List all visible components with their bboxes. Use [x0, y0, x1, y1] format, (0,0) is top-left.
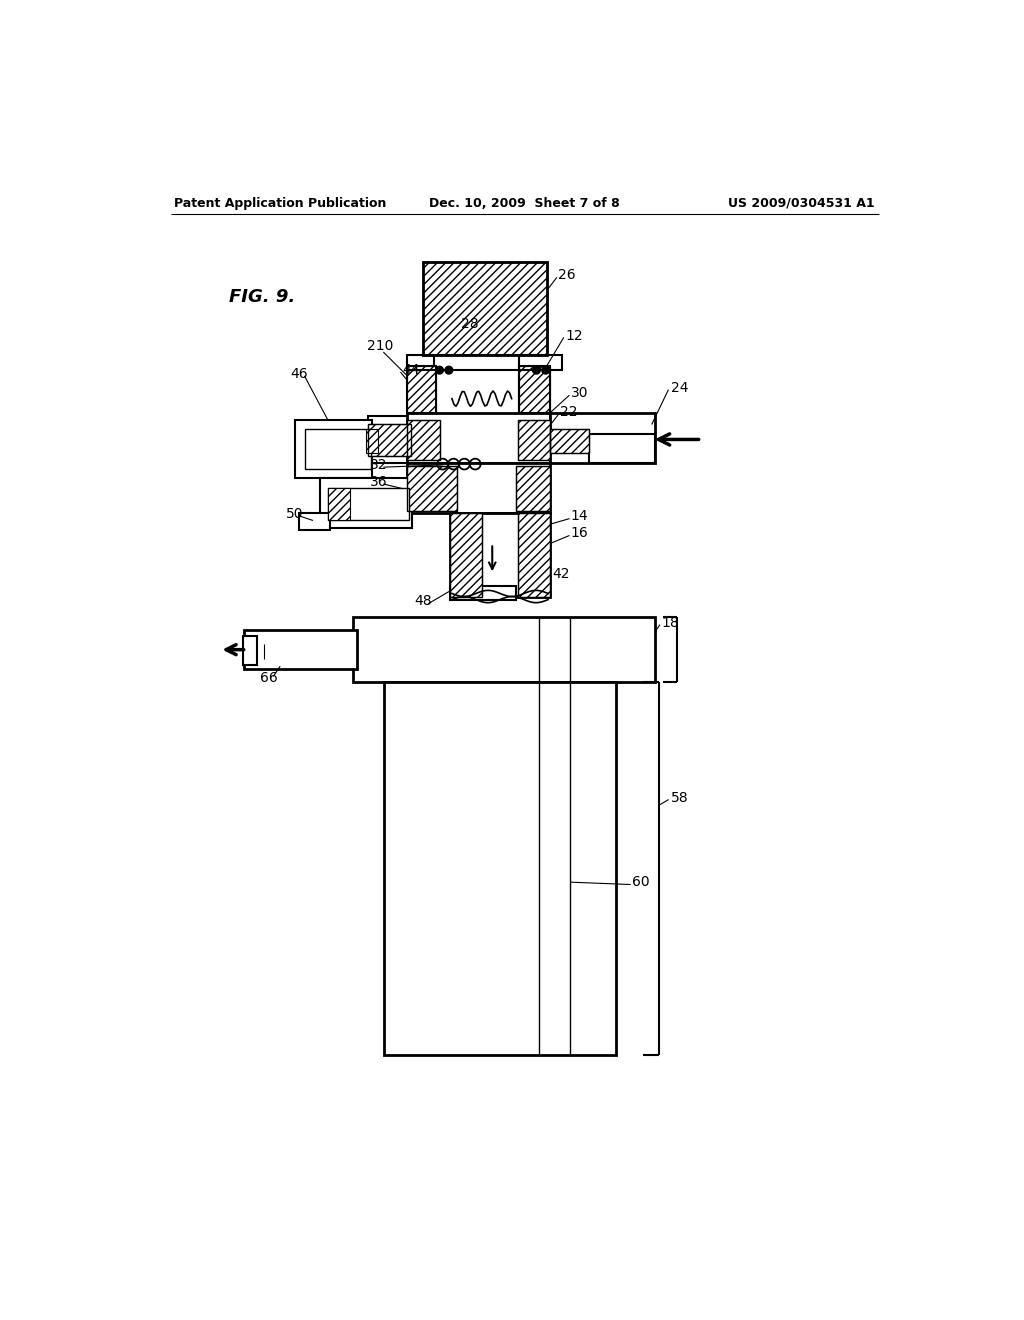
- Text: 22: 22: [560, 405, 578, 420]
- Bar: [450, 512, 550, 598]
- Bar: [450, 512, 482, 598]
- Bar: [328, 488, 410, 520]
- Bar: [352, 616, 655, 682]
- Text: 12: 12: [566, 329, 584, 342]
- Bar: [518, 420, 550, 461]
- Bar: [423, 263, 547, 355]
- Bar: [407, 462, 550, 512]
- Bar: [299, 512, 330, 529]
- Circle shape: [542, 367, 550, 374]
- Text: 210: 210: [367, 338, 393, 352]
- Text: 48: 48: [415, 594, 432, 609]
- Bar: [384, 682, 616, 1056]
- Bar: [407, 355, 562, 370]
- Bar: [434, 355, 519, 416]
- Bar: [518, 512, 550, 598]
- Circle shape: [532, 367, 541, 374]
- Text: 58: 58: [671, 791, 688, 804]
- Bar: [450, 512, 482, 598]
- Bar: [407, 366, 436, 412]
- Text: Patent Application Publication: Patent Application Publication: [174, 197, 387, 210]
- Bar: [515, 466, 550, 511]
- Bar: [407, 420, 439, 461]
- Text: US 2009/0304531 A1: US 2009/0304531 A1: [728, 197, 876, 210]
- Bar: [245, 631, 356, 669]
- Bar: [243, 636, 257, 665]
- Bar: [295, 420, 372, 478]
- Bar: [321, 478, 412, 528]
- Text: 36: 36: [370, 475, 387, 488]
- Bar: [550, 429, 589, 453]
- Text: 46: 46: [291, 367, 308, 381]
- Text: 32: 32: [370, 458, 387, 471]
- Text: 30: 30: [570, 387, 588, 400]
- Bar: [369, 424, 411, 457]
- Bar: [550, 413, 655, 462]
- Bar: [550, 429, 589, 453]
- Text: 26: 26: [558, 268, 575, 282]
- Bar: [407, 420, 439, 461]
- Text: 14: 14: [570, 510, 588, 524]
- Text: 16: 16: [570, 527, 588, 540]
- Bar: [518, 512, 550, 598]
- Bar: [589, 434, 655, 462]
- Text: Dec. 10, 2009  Sheet 7 of 8: Dec. 10, 2009 Sheet 7 of 8: [429, 197, 621, 210]
- Bar: [366, 429, 378, 453]
- Bar: [407, 466, 458, 511]
- Circle shape: [435, 367, 443, 374]
- Bar: [369, 424, 411, 457]
- Bar: [407, 466, 458, 511]
- Text: 18: 18: [662, 615, 679, 630]
- Bar: [515, 466, 550, 511]
- Bar: [407, 366, 436, 412]
- Bar: [328, 488, 349, 520]
- Text: 44: 44: [402, 363, 420, 378]
- Text: 50: 50: [286, 507, 303, 521]
- Text: 24: 24: [671, 381, 688, 395]
- Circle shape: [445, 367, 453, 374]
- Bar: [423, 263, 547, 355]
- Bar: [369, 416, 442, 462]
- Bar: [450, 586, 515, 599]
- Text: 28: 28: [461, 317, 479, 331]
- Text: 60: 60: [632, 875, 649, 890]
- Bar: [407, 413, 550, 462]
- Bar: [519, 366, 550, 412]
- Text: 42: 42: [553, 568, 570, 581]
- Bar: [305, 429, 371, 470]
- Bar: [519, 366, 550, 412]
- Text: FIG. 9.: FIG. 9.: [228, 288, 295, 306]
- Bar: [518, 420, 550, 461]
- Text: 66: 66: [260, 671, 278, 685]
